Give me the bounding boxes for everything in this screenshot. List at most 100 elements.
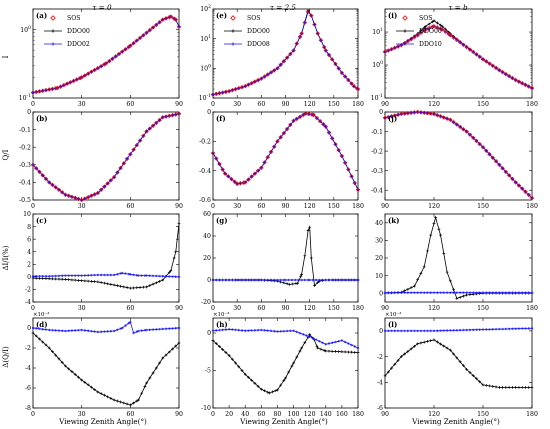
alt-point [295,42,299,45]
alt-point [527,327,531,330]
alt-point [145,130,148,133]
alt-point [138,36,142,40]
ddo00-point [383,374,387,378]
panel-e: 0 30 60 90 120 150 180 10-1 100 101 102 (e) SOS DDO00… [199,4,364,108]
ddo00-point [125,402,129,406]
sos-point [302,20,308,25]
alt-point [218,278,221,282]
alt-point [248,278,252,282]
ddo00-point [413,284,416,288]
y-tick-label: 40 [203,233,211,240]
alt-point [324,278,328,282]
alt-point [419,329,423,333]
sos-point [66,193,71,199]
alt-point [221,278,224,282]
alt-point [96,191,100,195]
alt-point [112,329,116,333]
y-tick-label: -4 [25,299,31,306]
alt-point [60,190,64,194]
alt-point [86,72,90,75]
alt-point [491,328,495,331]
ddo00-point [51,277,54,281]
alt-point [57,329,61,332]
alt-point [306,10,310,14]
alt-point [355,278,358,282]
y-tick-label: 0 [207,330,211,337]
alt-point [422,111,426,115]
x-tick-label: 60 [126,305,134,312]
alt-point [431,25,434,29]
sos-point [89,69,94,75]
ddo00-point [396,359,400,362]
alt-point [51,328,54,332]
ddo00-point [514,386,518,389]
sos-point [79,75,84,80]
alt-point [314,278,318,282]
x-tick-label: 90 [175,101,183,108]
sos-point [333,61,338,67]
alt-point [167,275,171,278]
ddo00-point [77,278,80,282]
alt-point [67,274,70,277]
sos-point [137,35,143,41]
ddo00-point [303,254,307,258]
ddo00-point [267,391,271,395]
sos-point [147,126,153,131]
ddo00-point [520,386,524,389]
alt-point [475,328,478,332]
alt-point [308,278,311,282]
alt-point [276,330,279,333]
sos-point [510,176,515,182]
y-tick-label: 101 [200,34,211,43]
alt-point [106,182,109,185]
panel-frame [32,8,180,99]
alt-point [221,328,224,332]
ddo00-point [458,295,462,299]
y-tick-label: 100 [20,25,31,34]
alt-point [413,35,416,39]
alt-point [313,23,316,26]
alt-point [348,278,352,282]
alt-point [468,48,472,51]
panel-d: 0 30 60 90-8-6-4-20×10⁻³(d) [25,311,183,418]
ddo00-point [172,256,176,260]
alt-point [119,327,122,330]
sos-point [85,194,91,200]
alt-point [272,145,276,148]
alt-point [429,291,433,294]
alt-point [426,329,429,333]
ddo00-point [530,386,534,389]
ddo00-point [517,386,521,389]
ddo00-point [161,278,165,282]
sos-point [85,71,91,76]
ddo00-point [77,375,80,379]
y-tick-label: 0 [379,109,383,116]
ddo00-point [54,353,58,357]
sos-point [510,75,515,81]
alt-point [498,291,501,294]
alt-point [169,15,173,18]
x-tick-label: 150 [328,101,340,108]
alt-series-line [384,25,533,89]
sos-point [147,27,153,33]
alt-point [93,330,96,333]
alt-point [322,123,325,126]
alt-point [285,329,289,333]
sos-point [309,13,314,18]
sos-point [431,111,437,117]
alt-point [471,136,475,140]
row-axis-labels: I Q/I ΔI/I(%) Δ(Q/I) [2,55,10,367]
alt-point [507,74,511,78]
ddo00-point [169,269,173,272]
alt-point [439,27,442,31]
ddo00-point [240,369,244,372]
panel-frame [32,317,180,409]
sos-point [467,47,473,52]
sos-point [526,192,531,198]
sos-point [513,180,518,185]
alt-point [315,116,319,120]
sos-point [63,192,68,197]
alt-point [279,278,282,282]
alt-point [233,180,237,184]
